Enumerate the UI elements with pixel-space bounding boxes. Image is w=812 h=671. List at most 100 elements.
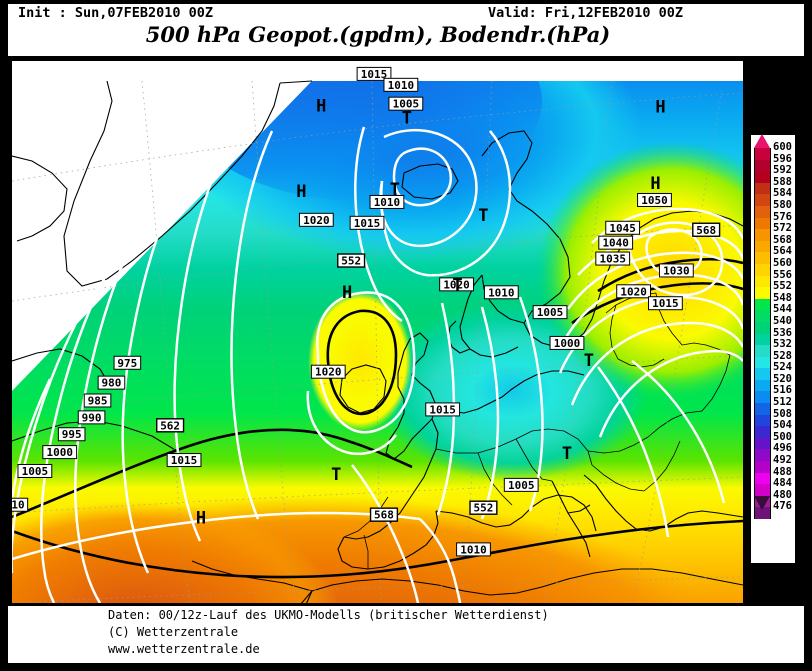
colorbar-swatch (754, 391, 771, 404)
map-panel[interactable]: 1015 1010 1005 1010 1015 1020 1020 1010 1005 1000… (10, 59, 745, 605)
colorbar-tick: 596 (773, 152, 792, 165)
isobar-label-box (356, 66, 392, 81)
colorbar-tick: 536 (773, 326, 792, 339)
footer-website[interactable]: www.wetterzentrale.de (108, 642, 260, 656)
pressure-centers: H H H H H H T T T T T T T (196, 97, 666, 529)
isobar-label-text: 1020 (315, 366, 342, 379)
isobar-label-text: 990 (82, 411, 102, 424)
isobar-label-text: 1050 (641, 194, 668, 207)
low-pressure-marker: T (478, 206, 488, 226)
low-pressure-marker: T (452, 275, 462, 295)
geopotential-label-text: 552 (341, 255, 361, 268)
colorbar-swatch (754, 507, 771, 519)
isobar-label-box (605, 220, 641, 235)
low-pressure-marker: T (584, 351, 594, 371)
isobar-label-box (166, 453, 202, 468)
colorbar-tick: 516 (773, 384, 792, 397)
colorbar-swatch (754, 345, 771, 357)
footer-bar: Daten: 00/12z-Lauf des UKMO-Modells (bri… (8, 606, 804, 663)
isobar-label-box (113, 355, 142, 370)
colorbar-tick: 540 (773, 314, 792, 327)
low-pressure-marker: T (562, 444, 572, 464)
geopotential-label-text: 552 (473, 502, 493, 515)
isobar-label-box (549, 335, 585, 350)
weather-map-canvas[interactable]: 1015101010051010101510201020101010051000… (12, 61, 743, 603)
colorbar-tick: 500 (773, 430, 792, 443)
isobar-label-box (349, 215, 385, 230)
colorbar-swatch (754, 287, 771, 299)
colorbar-tick: 580 (773, 198, 792, 211)
page-title: 500 hPa Geopot.(gpdm), Bodendr.(hPa) (145, 22, 611, 47)
colorbar-tick-labels: 600 596 592 588 584 580 576 572 568 564 560 556 552 5… (773, 141, 803, 513)
colorbar-swatch (754, 298, 771, 311)
init-time-label: Init : Sun,07FEB2010 00Z (18, 5, 214, 21)
colorbar-tick: 484 (773, 477, 792, 490)
colorbar-swatch (754, 171, 771, 183)
isobar-label-text: 975 (117, 357, 137, 370)
geopotential-label-box (692, 222, 721, 237)
isobar-label-text: 995 (62, 428, 82, 441)
isobar-label-box (97, 375, 126, 390)
isobar-label-text: 1010 (488, 286, 515, 299)
high-pressure-marker: H (650, 174, 660, 194)
colorbar-swatch (754, 275, 771, 288)
isobar-label-text: 1020 (443, 278, 470, 291)
colorbar-swatch (754, 368, 771, 380)
isobar-label-box (298, 212, 334, 227)
isobar-labels: 1015101010051010101510201020101010051000… (12, 66, 694, 556)
colorbar-swatch (754, 240, 771, 253)
colorbar-tick: 544 (773, 303, 792, 316)
geopotential-contours (12, 257, 743, 579)
low-pressure-marker: T (390, 180, 400, 200)
isobar-label-text: 1005 (537, 306, 564, 319)
graticule-layer (12, 80, 743, 603)
colorbar-tick: 496 (773, 442, 792, 455)
colorbar-bottom-arrow (754, 496, 770, 510)
isobar-label-text: 1000 (554, 337, 581, 350)
colorbar-swatch (754, 217, 771, 230)
colorbar-swatch (754, 205, 771, 218)
colorbar-swatch (754, 484, 771, 496)
isobar-label-box (383, 77, 419, 92)
high-pressure-marker: H (296, 182, 306, 202)
geopotential-label-text: 568 (696, 224, 716, 237)
geopotential-labels: 552 562 568 552 568 (156, 222, 721, 522)
isobar-label-text: 980 (102, 377, 122, 390)
colorbar-tick: 552 (773, 280, 792, 293)
isobar-label-box (503, 477, 539, 492)
isobar-label-box (425, 402, 461, 417)
colorbar-swatches (754, 148, 771, 519)
isobar-label-text: 1015 (652, 297, 679, 310)
valid-time-label: Valid: Fri,12FEB2010 00Z (488, 5, 684, 21)
colorbar-swatch (754, 252, 771, 264)
colorbar-swatch (754, 449, 771, 462)
isobar-label-text: 1015 (171, 454, 198, 467)
colorbar-tick: 588 (773, 175, 792, 188)
isobar-label-text: 1005 (508, 479, 535, 492)
isobar-label-text: 1010 (374, 196, 401, 209)
isobar-label-text: 1020 (303, 214, 330, 227)
colorbar-tick: 548 (773, 291, 792, 304)
isobar-label-box (83, 393, 112, 408)
high-pressure-marker: H (655, 98, 665, 118)
high-pressure-marker: H (342, 283, 352, 303)
colorbar-swatch (754, 310, 771, 322)
isobar-label-text: 10 (12, 499, 25, 512)
footer-data-source: Daten: 00/12z-Lauf des UKMO-Modells (bri… (108, 608, 549, 622)
isobar-label-box (616, 284, 651, 299)
isobar-label-box (598, 235, 634, 250)
colorbar-tick: 504 (773, 419, 792, 432)
geopotential-label-text: 562 (160, 419, 180, 432)
high-pressure-marker: H (196, 509, 206, 529)
colorbar-tick: 532 (773, 338, 792, 351)
colorbar-tick: 520 (773, 372, 792, 385)
colorbar-tick: 512 (773, 396, 792, 409)
isobar-label-text: 985 (88, 394, 108, 407)
isobar-label-text: 1035 (599, 253, 626, 266)
colorbar-swatch (754, 403, 771, 415)
low-pressure-marker: T (331, 465, 341, 485)
isobar-label-box (439, 277, 474, 292)
geopotential-label-box (337, 253, 366, 268)
colorbar-swatch (754, 148, 771, 160)
